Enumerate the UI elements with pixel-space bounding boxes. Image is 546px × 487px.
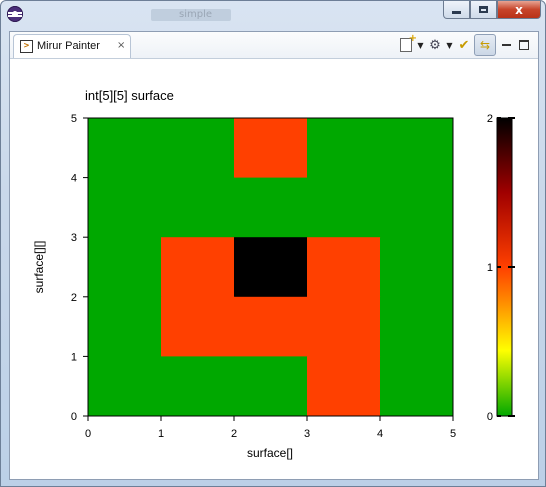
maximize-icon bbox=[519, 40, 529, 50]
heatmap-cell bbox=[307, 356, 381, 417]
heatmap-cell bbox=[161, 237, 235, 298]
y-tick-label: 2 bbox=[71, 292, 77, 304]
y-tick-label: 3 bbox=[71, 232, 77, 244]
x-axis-label: surface[] bbox=[247, 446, 293, 460]
heatmap-cell bbox=[161, 177, 235, 238]
x-tick-label: 0 bbox=[85, 428, 91, 440]
heatmap-cell bbox=[380, 237, 454, 298]
heatmap-cell bbox=[380, 177, 454, 238]
title-ghost-bar bbox=[151, 9, 231, 21]
heatmap-cell bbox=[380, 356, 454, 417]
colorbar-tick-label: 0 bbox=[487, 411, 493, 423]
new-document-icon bbox=[400, 33, 417, 52]
heatmap-cells bbox=[88, 118, 454, 417]
painter-icon: > bbox=[20, 40, 33, 53]
ghost-title-text: simple bbox=[179, 9, 213, 20]
heatmap-cell bbox=[88, 118, 162, 179]
heatmap-cell bbox=[161, 296, 235, 357]
heatmap-cell bbox=[307, 237, 381, 298]
y-tick-label: 1 bbox=[71, 351, 77, 363]
y-axis-ticks: 0 1 2 3 4 5 bbox=[71, 113, 88, 423]
close-icon: x bbox=[515, 2, 523, 17]
heatmap-cell bbox=[88, 177, 162, 238]
heatmap-cell bbox=[234, 118, 308, 179]
heatmap-cell bbox=[234, 356, 308, 417]
tab-label: Mirur Painter bbox=[37, 40, 100, 52]
y-axis-label: surface[][] bbox=[32, 241, 46, 294]
x-tick-label: 4 bbox=[377, 428, 383, 440]
minimize-icon bbox=[501, 44, 511, 46]
heatmap-cell bbox=[88, 356, 162, 417]
heatmap-cell bbox=[161, 356, 235, 417]
colorbar-ticks: 0 1 2 bbox=[487, 113, 515, 423]
sync-icon: ⇆ bbox=[479, 38, 491, 52]
heatmap-cell bbox=[234, 177, 308, 238]
settings-button[interactable]: ⚙ bbox=[427, 37, 443, 53]
close-button[interactable]: x bbox=[497, 1, 541, 19]
x-tick-label: 1 bbox=[158, 428, 164, 440]
chevron-down-icon[interactable]: ▼ bbox=[446, 40, 453, 50]
view-maximize-button[interactable] bbox=[516, 37, 532, 53]
x-tick-label: 2 bbox=[231, 428, 237, 440]
heatmap-cell bbox=[380, 118, 454, 179]
minimize-icon bbox=[452, 11, 461, 14]
check-icon: ✔ bbox=[458, 37, 470, 53]
x-tick-label: 3 bbox=[304, 428, 310, 440]
x-axis-ticks: 0 1 2 3 4 5 bbox=[85, 416, 456, 440]
eclipse-logo-icon[interactable] bbox=[7, 6, 23, 22]
window-controls: x bbox=[443, 1, 541, 21]
maximize-button[interactable] bbox=[470, 1, 497, 19]
view-tab-bar: > Mirur Painter × ▼ ⚙ ▼ ✔ ⇆ bbox=[10, 32, 538, 59]
colorbar-tick-label: 2 bbox=[487, 113, 493, 125]
x-tick-label: 5 bbox=[450, 428, 456, 440]
heatmap-cell bbox=[88, 237, 162, 298]
y-tick-label: 0 bbox=[71, 411, 77, 423]
y-tick-label: 5 bbox=[71, 113, 77, 125]
view-toolbar: ▼ ⚙ ▼ ✔ ⇆ bbox=[398, 33, 532, 56]
chevron-down-icon[interactable]: ▼ bbox=[417, 40, 424, 50]
tab-mirur-painter[interactable]: > Mirur Painter × bbox=[13, 34, 131, 58]
plot-frame bbox=[87, 117, 454, 417]
apply-button[interactable]: ✔ bbox=[456, 37, 472, 53]
heatmap-cell bbox=[307, 118, 381, 179]
title-bar[interactable]: simple x bbox=[1, 1, 546, 29]
gear-icon: ⚙ bbox=[429, 37, 441, 53]
heatmap-cell bbox=[161, 118, 235, 179]
heatmap-cell bbox=[234, 237, 308, 298]
chart-title: int[5][5] surface bbox=[85, 88, 174, 103]
y-tick-label: 4 bbox=[71, 173, 77, 185]
minimize-button[interactable] bbox=[443, 1, 470, 19]
heatmap-cell bbox=[88, 296, 162, 357]
maximize-icon bbox=[479, 6, 488, 13]
new-document-button[interactable] bbox=[398, 33, 417, 53]
view-minimize-button[interactable] bbox=[498, 37, 514, 53]
colorbar-tick-label: 1 bbox=[487, 262, 493, 274]
link-selection-toggle[interactable]: ⇆ bbox=[474, 34, 496, 56]
heatmap-cell bbox=[307, 177, 381, 238]
heatmap-cell bbox=[307, 296, 381, 357]
heatmap-cell bbox=[380, 296, 454, 357]
heatmap-cell bbox=[234, 296, 308, 357]
tab-close-icon[interactable]: × bbox=[117, 40, 126, 51]
